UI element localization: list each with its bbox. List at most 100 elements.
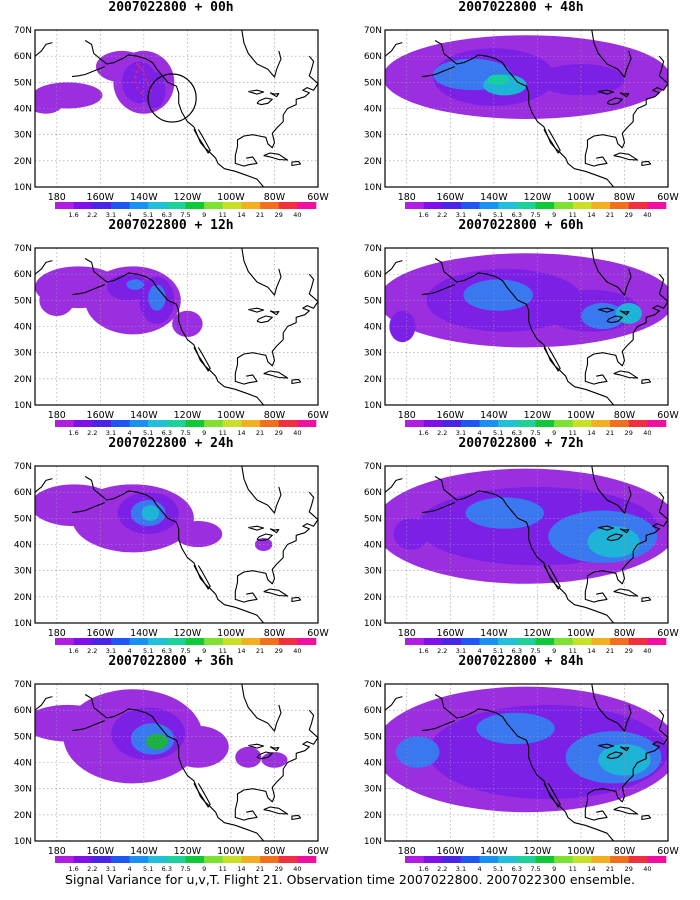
colorbar-label: 1.6 xyxy=(68,211,78,218)
variance-contour xyxy=(174,520,223,548)
colorbar-label: 6.3 xyxy=(512,865,522,872)
colorbar-label: 7.5 xyxy=(180,211,190,218)
colorbar-segment xyxy=(92,638,112,645)
colorbar-label: 21 xyxy=(256,211,264,218)
map-frame xyxy=(34,465,319,624)
lon-tick-label: 160W xyxy=(87,846,115,857)
lat-tick-label: 10N xyxy=(364,837,382,847)
colorbar-segment xyxy=(148,420,168,427)
map-frame xyxy=(384,247,669,406)
variance-contour xyxy=(393,518,429,550)
coastlines xyxy=(385,30,668,187)
lat-tick-label: 40N xyxy=(364,323,382,333)
lon-tick-label: 140W xyxy=(130,410,158,421)
lat-tick-label: 60N xyxy=(14,270,32,280)
lon-tick-label: 160W xyxy=(87,192,115,203)
lon-tick-label: 100W xyxy=(217,846,245,857)
colorbar-label: 1.6 xyxy=(418,211,428,218)
lat-tick-label: 60N xyxy=(14,706,32,716)
coastlines xyxy=(385,248,668,405)
lat-tick-label: 10N xyxy=(14,183,32,193)
lat-tick-label: 30N xyxy=(364,349,382,359)
lat-tick-label: 30N xyxy=(14,567,32,577)
map-frame xyxy=(34,29,319,188)
colorbar-segment xyxy=(297,638,317,645)
lat-tick-label: 20N xyxy=(364,593,382,603)
colorbar-segment xyxy=(610,420,630,427)
lon-tick-label: 80W xyxy=(264,410,286,421)
lat-tick-label: 40N xyxy=(14,541,32,551)
variance-field xyxy=(385,30,668,187)
colorbar-segment xyxy=(297,856,317,863)
lon-tick-label: 120W xyxy=(524,192,552,203)
colorbar-segment xyxy=(222,420,242,427)
grid-lines xyxy=(385,684,668,841)
colorbar-label: 40 xyxy=(293,211,301,218)
colorbar-label: 2.2 xyxy=(437,429,447,436)
colorbar-label: 14 xyxy=(237,865,245,872)
lon-tick-label: 120W xyxy=(524,628,552,639)
lon-tick-label: 180 xyxy=(398,846,416,857)
variance-field xyxy=(385,684,668,841)
map-frame xyxy=(384,683,669,842)
colorbar-segment xyxy=(516,856,536,863)
grid-lines xyxy=(385,30,668,187)
colorbar-label: 7.5 xyxy=(180,647,190,654)
lon-tick-label: 140W xyxy=(480,410,508,421)
colorbar-label: 4 xyxy=(128,211,132,218)
colorbar-segment xyxy=(610,638,630,645)
colorbar-label: 3.1 xyxy=(106,429,116,436)
lon-tick-label: 80W xyxy=(614,192,636,203)
colorbar-segment xyxy=(460,856,480,863)
lon-tick-label: 60W xyxy=(307,192,329,203)
colorbar-segment xyxy=(442,856,462,863)
colorbar-label: 5.1 xyxy=(493,865,503,872)
grid-lines xyxy=(35,684,318,841)
colorbar-label: 6.3 xyxy=(162,429,172,436)
colorbar-segment xyxy=(423,420,443,427)
colorbar-segment xyxy=(442,420,462,427)
lat-tick-label: 70N xyxy=(364,244,382,254)
lon-tick-label: 60W xyxy=(657,846,679,857)
colorbar-label: 21 xyxy=(606,429,614,436)
colorbar-segment xyxy=(516,420,536,427)
colorbar-segment xyxy=(405,420,424,427)
map-frame xyxy=(34,683,319,842)
panel-title: 2007022800 + 36h xyxy=(108,654,234,669)
colorbar-segment xyxy=(628,420,648,427)
colorbar-label: 2.2 xyxy=(87,211,97,218)
map-svg: 70N 60N 50N 40N 30N 20N 10N 180 160W 140W 120W 100W… xyxy=(364,26,680,218)
lon-tick-label: 140W xyxy=(480,846,508,857)
colorbar-segment xyxy=(92,202,112,209)
variance-contour xyxy=(615,302,642,324)
variance-contour xyxy=(587,526,640,558)
colorbar: 1.6 2.2 3.1 4 5.1 6.3 7.5 9 11 14 21 29 40 xyxy=(405,638,667,654)
colorbar-segment xyxy=(241,638,261,645)
grid-lines xyxy=(385,248,668,405)
colorbar-label: 11 xyxy=(569,865,577,872)
colorbar-segment xyxy=(498,420,518,427)
grid-lines xyxy=(35,30,318,187)
colorbar-segment xyxy=(572,420,592,427)
colorbar-segment xyxy=(148,638,168,645)
colorbar-segment xyxy=(55,202,74,209)
colorbar-label: 3.1 xyxy=(106,647,116,654)
colorbar-segment xyxy=(628,856,648,863)
forecast-panel: 70N 60N 50N 40N 30N 20N 10N 180 160W 140W 120W 100W… xyxy=(0,436,342,654)
colorbar-segment xyxy=(166,202,186,209)
lat-tick-label: 20N xyxy=(14,593,32,603)
colorbar-label: 14 xyxy=(237,211,245,218)
colorbar-label: 29 xyxy=(275,429,283,436)
colorbar-label: 9 xyxy=(552,865,556,872)
colorbar-label: 9 xyxy=(552,211,556,218)
variance-field xyxy=(385,248,668,405)
lon-tick-label: 120W xyxy=(174,410,202,421)
colorbar-segment xyxy=(148,202,168,209)
colorbar-segment xyxy=(297,420,317,427)
colorbar-label: 3.1 xyxy=(456,647,466,654)
colorbar-segment xyxy=(260,420,280,427)
colorbar-segment xyxy=(647,420,667,427)
lon-tick-label: 120W xyxy=(174,192,202,203)
lon-tick-label: 180 xyxy=(48,410,66,421)
colorbar-label: 4 xyxy=(128,429,132,436)
